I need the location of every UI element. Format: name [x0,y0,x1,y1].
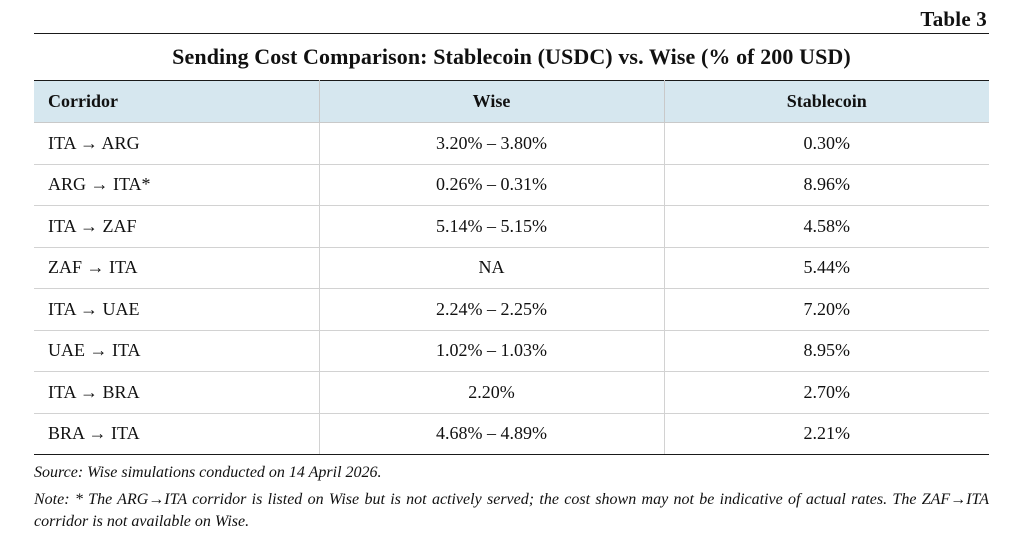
corridor-cell: ITA → ARG [34,122,319,165]
stablecoin-cost-cell: 8.95% [663,330,989,372]
corridor-cell: ITA → BRA [34,371,319,414]
table-row: ITA → UAE 2.24% – 2.25% 7.20% [34,288,989,331]
stablecoin-cost-cell: 2.21% [663,413,989,455]
table-header: Corridor Wise Stablecoin [34,80,989,123]
header-row: Corridor Wise Stablecoin [34,80,989,123]
table-row: ZAF → ITA NA 5.44% [34,247,989,289]
wise-cost-cell: 3.20% – 3.80% [318,122,664,165]
column-header-corridor: Corridor [34,80,319,123]
wise-cost-cell: 1.02% – 1.03% [318,330,664,372]
corridor-cell: ZAF → ITA [34,247,319,289]
table-row: UAE → ITA 1.02% – 1.03% 8.95% [34,330,989,372]
stablecoin-cost-cell: 0.30% [663,122,989,165]
top-rule [34,33,989,34]
table-body: ITA → ARG 3.20% – 3.80% 0.30% ARG → ITA*… [34,122,989,455]
stablecoin-cost-cell: 5.44% [663,247,989,289]
table-number: Table 3 [920,7,987,31]
column-header-stablecoin: Stablecoin [663,80,989,123]
wise-cost-cell: 2.24% – 2.25% [318,288,664,331]
table-title: Sending Cost Comparison: Stablecoin (USD… [172,44,851,69]
corridor-cell: ARG → ITA* [34,164,319,206]
table-row: BRA → ITA 4.68% – 4.89% 2.21% [34,413,989,455]
corridor-cell: BRA → ITA [34,413,319,455]
table-row: ITA → ARG 3.20% – 3.80% 0.30% [34,122,989,165]
column-header-wise: Wise [318,80,664,123]
corridor-cell: UAE → ITA [34,330,319,372]
source-note: Source: Wise simulations conducted on 14… [34,464,382,481]
wise-cost-cell: 5.14% – 5.15% [318,205,664,248]
stablecoin-cost-cell: 2.70% [663,371,989,414]
stablecoin-cost-cell: 8.96% [663,164,989,206]
corridor-cell: ITA → ZAF [34,205,319,248]
wise-cost-cell: NA [318,247,664,289]
table-row: ARG → ITA* 0.26% – 0.31% 8.96% [34,164,989,206]
footnote: Note: * The ARG→ITA corridor is listed o… [34,491,989,530]
table-row: ITA → BRA 2.20% 2.70% [34,371,989,414]
table-notes: Source: Wise simulations conducted on 14… [34,462,989,533]
stablecoin-cost-cell: 7.20% [663,288,989,331]
corridor-cell: ITA → UAE [34,288,319,331]
wise-cost-cell: 2.20% [318,371,664,414]
wise-cost-cell: 4.68% – 4.89% [318,413,664,455]
stablecoin-cost-cell: 4.58% [663,205,989,248]
wise-cost-cell: 0.26% – 0.31% [318,164,664,206]
cost-comparison-table: Corridor Wise Stablecoin ITA → ARG 3.20%… [34,80,989,455]
table-row: ITA → ZAF 5.14% – 5.15% 4.58% [34,205,989,248]
